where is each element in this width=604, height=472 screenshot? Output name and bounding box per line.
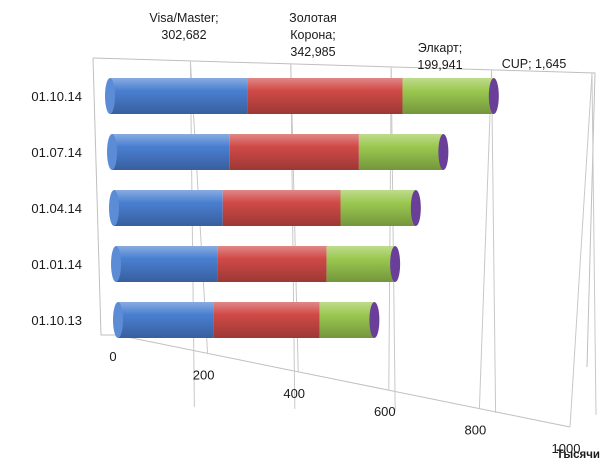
bar-start-cap bbox=[105, 78, 115, 114]
bar-start-cap bbox=[111, 246, 121, 282]
gridline-wall bbox=[189, 62, 195, 407]
bar-segment bbox=[217, 246, 327, 282]
x-tick-label: 800 bbox=[465, 423, 487, 438]
bar-segment bbox=[410, 190, 421, 226]
bar-segment bbox=[213, 302, 320, 338]
gridline-floor bbox=[388, 66, 392, 391]
gridline-floor bbox=[569, 72, 593, 428]
data-label: CUP; 1,645 bbox=[502, 57, 567, 71]
bar-segment bbox=[247, 78, 403, 114]
bar-segment bbox=[390, 246, 401, 282]
bar-start-cap bbox=[113, 302, 123, 338]
bar-segment bbox=[438, 134, 449, 170]
bar-start-cap bbox=[107, 134, 117, 170]
bar-segment bbox=[319, 302, 374, 338]
x-tick-label: 0 bbox=[109, 349, 116, 364]
bar-segment bbox=[116, 246, 218, 282]
category-labels: 01.10.14 01.07.14 01.04.14 01.01.14 01.10.13 bbox=[31, 89, 82, 328]
gridline-wall bbox=[591, 74, 597, 415]
bar-segment bbox=[326, 246, 395, 282]
gridline-floor bbox=[478, 69, 493, 409]
bar-segment bbox=[110, 78, 248, 114]
bar-segment bbox=[488, 78, 499, 114]
category-label: 01.01.14 bbox=[31, 257, 82, 272]
gridline-wall bbox=[491, 71, 497, 413]
data-label: Элкарт; 199,941 bbox=[417, 41, 462, 72]
bars bbox=[105, 78, 499, 338]
gridlines bbox=[189, 60, 597, 428]
x-tick-labels: 0 200 400 600 800 1000 bbox=[109, 349, 580, 456]
bar-segment bbox=[229, 134, 359, 170]
bar-segment bbox=[340, 190, 416, 226]
data-label: Золотая Корона; 342,985 bbox=[289, 11, 337, 59]
data-labels: Visa/Master; 302,682 Золотая Корона; 342,985… bbox=[149, 11, 566, 72]
bar-segment bbox=[358, 134, 443, 170]
bar-start-cap bbox=[109, 190, 119, 226]
bar-segment bbox=[222, 190, 341, 226]
x-tick-label: 600 bbox=[374, 404, 396, 419]
category-label: 01.10.14 bbox=[31, 89, 82, 104]
x-tick-label: 400 bbox=[283, 386, 305, 401]
gridline-wall bbox=[390, 68, 396, 411]
bar-segment bbox=[114, 190, 223, 226]
back-wall bbox=[92, 57, 596, 368]
bar-segment bbox=[118, 302, 214, 338]
chart-frame bbox=[92, 57, 596, 428]
category-label: 01.04.14 bbox=[31, 201, 82, 216]
floor-edge bbox=[116, 334, 571, 428]
bar-segment bbox=[369, 302, 380, 338]
x-tick-label: 1000 bbox=[552, 441, 581, 456]
bar-segment bbox=[112, 134, 230, 170]
category-label: 01.07.14 bbox=[31, 145, 82, 160]
category-label: 01.10.13 bbox=[31, 313, 82, 328]
data-label: Visa/Master; 302,682 bbox=[149, 11, 218, 42]
bar-segment bbox=[402, 78, 494, 114]
unit-label: Тысячи bbox=[556, 449, 600, 461]
gridline-wall bbox=[290, 65, 296, 409]
x-tick-label: 200 bbox=[193, 367, 215, 382]
